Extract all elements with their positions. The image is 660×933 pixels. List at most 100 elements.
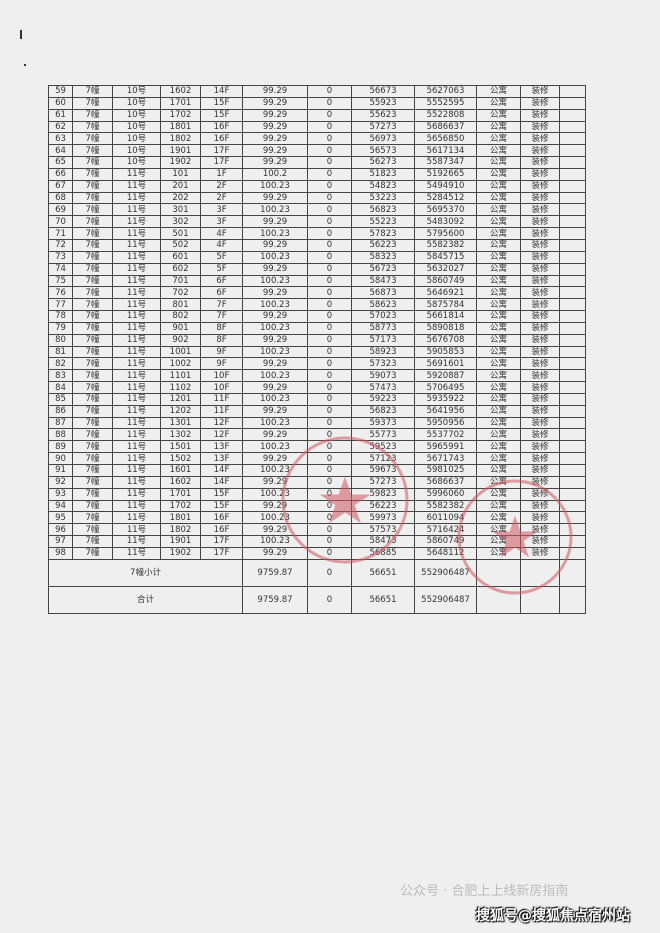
cell-other-area: 0	[307, 238, 352, 252]
watermark-main: 搜狐号@搜狐焦点宿州站	[476, 908, 630, 924]
table-row: 97 7幢 11号 1901 17F 100.23 0 58473 5860749 公寓 装修	[48, 535, 586, 548]
cell-total-price: 5860749	[414, 535, 477, 548]
cell-building: 7幢	[72, 499, 113, 513]
table-row: 64 7幢 10号 1901 17F 99.29 0 56573 5617134 公寓 装修	[48, 144, 586, 158]
cell-usage: 公寓	[476, 274, 521, 288]
cell-usage: 公寓	[476, 499, 521, 513]
cell-unit: 11号	[112, 227, 161, 240]
cell-room: 801	[160, 298, 201, 312]
cell-total-price: 5617134	[414, 144, 477, 158]
cell-building: 7幢	[72, 274, 113, 288]
cell-row-number: 75	[48, 274, 73, 288]
table-row: 94 7幢 11号 1702 15F 99.29 0 56223 5582382 公寓 装修	[48, 499, 586, 513]
cell-usage: 公寓	[476, 310, 521, 323]
cell-area: 100.23	[242, 298, 308, 312]
cell-usage: 公寓	[476, 546, 521, 560]
cell-total-price: 5890818	[414, 321, 477, 335]
cell-unit-price: 56885	[351, 546, 415, 560]
cell-area: 99.29	[242, 452, 308, 465]
cell-area: 100.23	[242, 392, 308, 406]
cell-unit: 11号	[112, 428, 161, 442]
cell-total-price: 5875784	[414, 298, 477, 312]
cell-unit-price: 55623	[351, 108, 415, 122]
cell-area: 99.29	[242, 108, 308, 122]
cell-building: 7幢	[72, 108, 113, 122]
cell-usage: 公寓	[476, 345, 521, 359]
cell-building: 7幢	[72, 120, 113, 134]
empty-cell	[559, 523, 586, 537]
cell-other-area: 0	[307, 369, 352, 383]
cell-row-number: 64	[48, 144, 73, 158]
table-row: 59 7幢 10号 1602 14F 99.29 0 56673 5627063 公寓 装修	[48, 85, 586, 98]
cell-room: 1701	[160, 96, 201, 110]
cell-row-number: 59	[48, 85, 73, 98]
cell-building: 7幢	[72, 167, 113, 181]
cell-row-number: 88	[48, 428, 73, 442]
cell-room: 502	[160, 238, 201, 252]
table-row: 62 7幢 10号 1801 16F 99.29 0 57273 5686637 公寓 装修	[48, 120, 586, 134]
cell-floor: 17F	[200, 156, 243, 169]
cell-row-number: 73	[48, 250, 73, 264]
cell-row-number: 61	[48, 108, 73, 122]
empty-cell	[559, 250, 586, 264]
cell-decoration: 装修	[520, 452, 560, 465]
cell-floor: 5F	[200, 250, 243, 264]
cell-usage: 公寓	[476, 227, 521, 240]
empty-cell	[559, 96, 586, 110]
table-row: 80 7幢 11号 902 8F 99.29 0 57173 5676708 公寓 装修	[48, 333, 586, 347]
empty-cell	[559, 535, 586, 548]
cell-usage: 公寓	[476, 215, 521, 229]
cell-row-number: 76	[48, 286, 73, 300]
cell-total-price: 5552595	[414, 96, 477, 110]
cell-decoration: 装修	[520, 511, 560, 525]
cell-room: 601	[160, 250, 201, 264]
cell-unit-price: 55923	[351, 96, 415, 110]
cell-floor: 1F	[200, 167, 243, 181]
table-row: 82 7幢 11号 1002 9F 99.29 0 57323 5691601 公寓 装修	[48, 357, 586, 371]
cell-decoration: 装修	[520, 132, 560, 146]
cell-other-area: 0	[307, 333, 352, 347]
cell-room: 1202	[160, 404, 201, 418]
cell-other-area: 0	[307, 262, 352, 276]
cell-unit-price: 58623	[351, 298, 415, 312]
cell-other-area: 0	[307, 179, 352, 193]
cell-area: 100.23	[242, 274, 308, 288]
cell-total-price: 5935922	[414, 392, 477, 406]
cell-building: 7幢	[72, 227, 113, 240]
cell-decoration: 装修	[520, 144, 560, 158]
cell-unit-price: 54823	[351, 179, 415, 193]
cell-building: 7幢	[72, 345, 113, 359]
empty-cell	[559, 440, 586, 454]
cell-decoration: 装修	[520, 487, 560, 501]
table-row: 78 7幢 11号 802 7F 99.29 0 57023 5661814 公寓 装修	[48, 310, 586, 323]
cell-total-price: 5661814	[414, 310, 477, 323]
cell-room: 1701	[160, 487, 201, 501]
cell-floor: 14F	[200, 464, 243, 477]
cell-area: 99.29	[242, 85, 308, 98]
cell-building: 7幢	[72, 416, 113, 430]
empty-cell	[559, 487, 586, 501]
cell-unit: 11号	[112, 238, 161, 252]
subtotal-avg-price: 56651	[351, 558, 415, 587]
cell-unit: 11号	[112, 321, 161, 335]
cell-floor: 6F	[200, 274, 243, 288]
cell-unit-price: 57823	[351, 227, 415, 240]
cell-unit-price: 58473	[351, 274, 415, 288]
empty-cell	[520, 585, 560, 614]
cell-row-number: 66	[48, 167, 73, 181]
cell-area: 100.23	[242, 250, 308, 264]
table-row: 87 7幢 11号 1301 12F 100.23 0 59373 5950956 公寓 装修	[48, 416, 586, 430]
cell-usage: 公寓	[476, 132, 521, 146]
cell-building: 7幢	[72, 357, 113, 371]
table-row: 81 7幢 11号 1001 9F 100.23 0 58923 5905853 公寓 装修	[48, 345, 586, 359]
cell-building: 7幢	[72, 132, 113, 146]
cell-unit-price: 59073	[351, 369, 415, 383]
cell-unit: 10号	[112, 144, 161, 158]
cell-floor: 16F	[200, 120, 243, 134]
cell-other-area: 0	[307, 523, 352, 537]
cell-room: 1901	[160, 144, 201, 158]
cell-other-area: 0	[307, 250, 352, 264]
empty-cell	[559, 108, 586, 122]
empty-cell	[559, 464, 586, 477]
cell-building: 7幢	[72, 85, 113, 98]
